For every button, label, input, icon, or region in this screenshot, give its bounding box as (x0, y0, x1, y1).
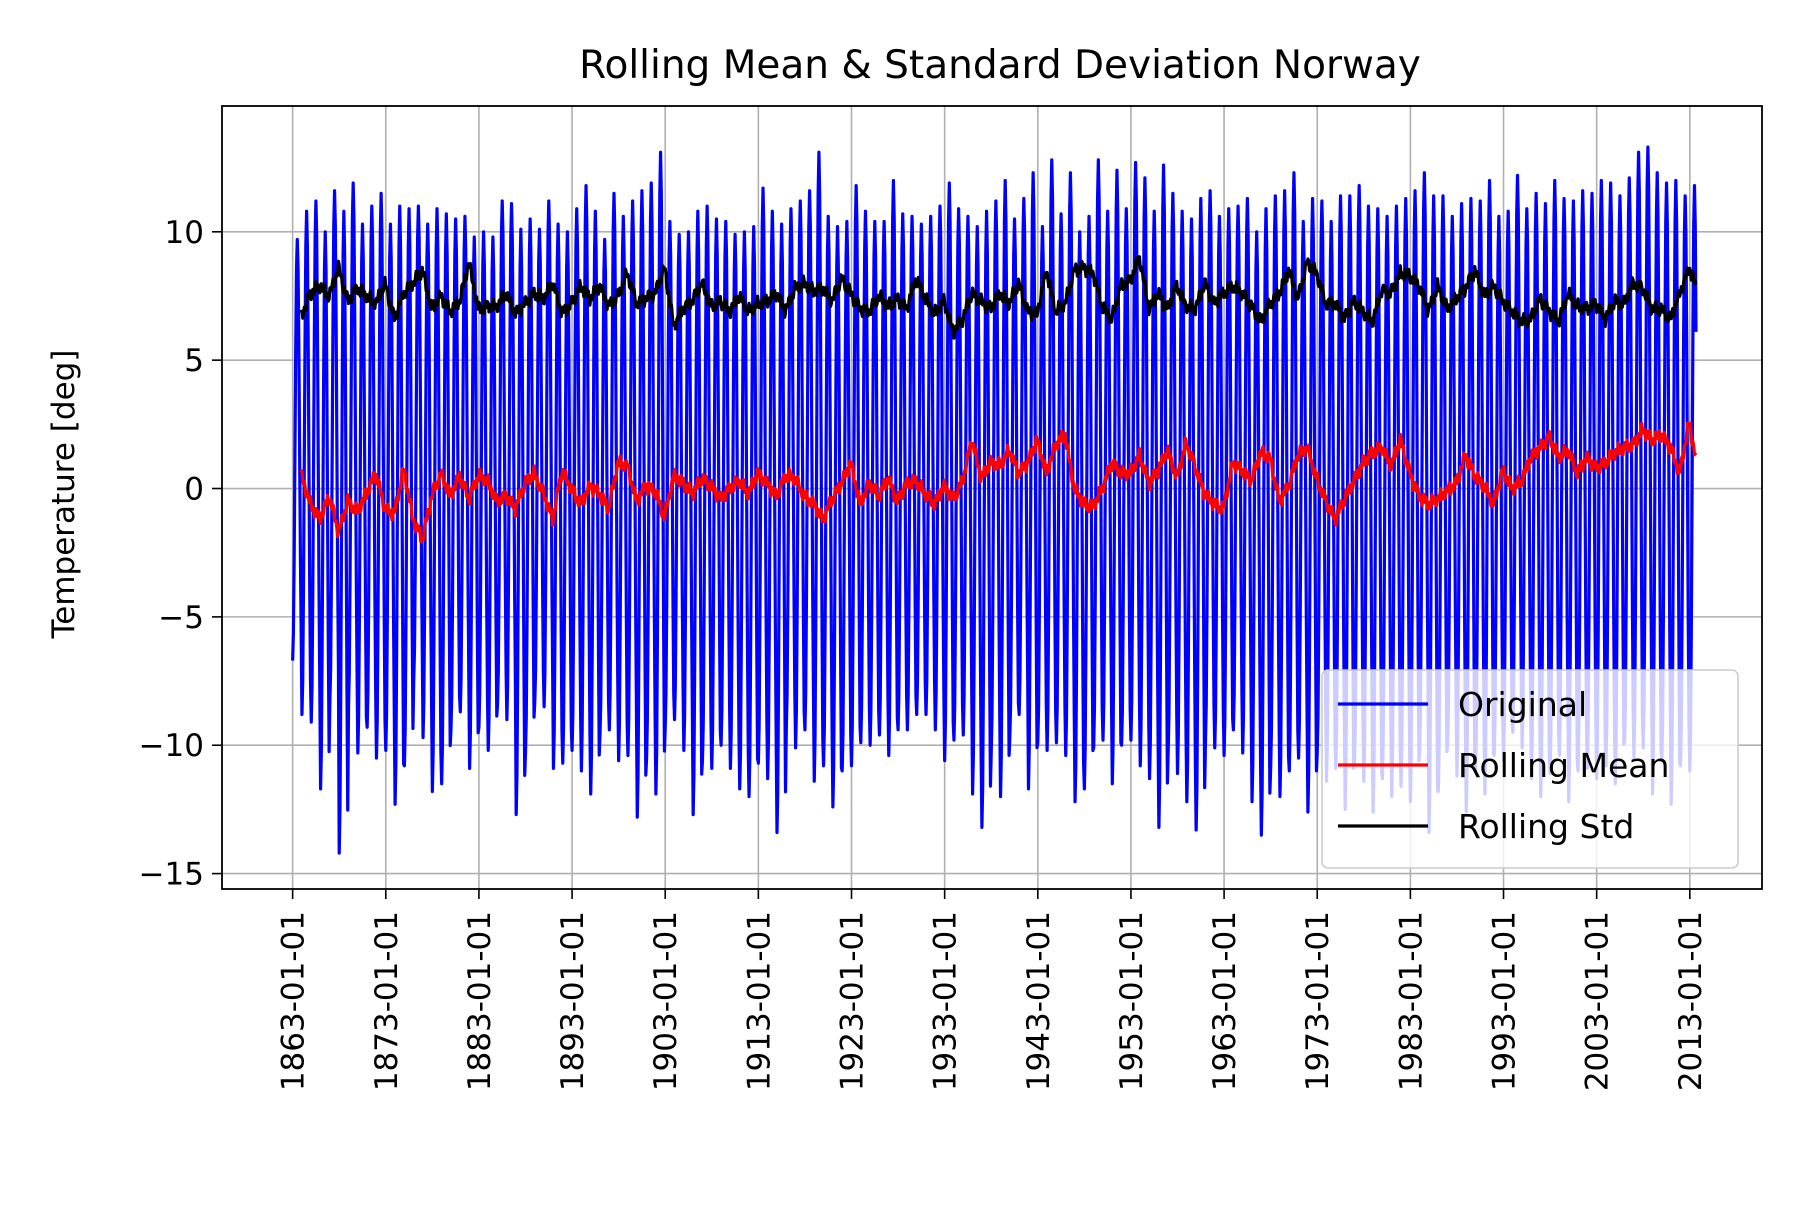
x-tick-label: 1913-01-01 (741, 911, 777, 1091)
x-tick-label: 2013-01-01 (1673, 911, 1709, 1091)
x-tick-label: 1893-01-01 (555, 911, 591, 1091)
legend-box (1321, 669, 1739, 869)
y-tick-label: 10 (165, 215, 204, 251)
x-tick-label: 2003-01-01 (1580, 911, 1616, 1091)
legend-label: Rolling Mean (1458, 746, 1669, 785)
x-tick-label: 1953-01-01 (1114, 911, 1150, 1091)
x-tick-label: 1933-01-01 (928, 911, 964, 1091)
x-tick-label: 1873-01-01 (369, 911, 405, 1091)
x-tick-label: 1993-01-01 (1487, 911, 1523, 1091)
chart-title: Rolling Mean & Standard Deviation Norway (579, 43, 1421, 88)
series-rolling-std-line (299, 255, 1698, 340)
legend-label: Rolling Std (1458, 807, 1634, 846)
x-tick-label: 1963-01-01 (1207, 911, 1243, 1091)
x-tick-label: 1983-01-01 (1393, 911, 1429, 1091)
plot-layer (291, 145, 1698, 855)
y-tick-label: 5 (184, 343, 204, 379)
legend-label: Original (1458, 685, 1587, 724)
y-tick-label: −5 (158, 600, 204, 636)
axes-layer: 1863-01-01 1873-01-01 1883-01-01 1893-01-01… (139, 105, 1763, 1091)
y-tick-label: −15 (139, 857, 204, 893)
legend: Original Rolling Mean Rolling Std (1321, 669, 1739, 869)
x-tick-label: 1973-01-01 (1300, 911, 1336, 1091)
x-tick-label: 1923-01-01 (835, 911, 871, 1091)
y-axis-label: Temperature [deg] (46, 350, 82, 640)
y-tick-label: −10 (139, 728, 204, 764)
plot-frame (221, 105, 1763, 890)
y-tick-label: 0 (184, 472, 204, 508)
series-rolling-mean-line (299, 421, 1698, 544)
x-tick-label: 1863-01-01 (276, 911, 312, 1091)
x-tick-label: 1883-01-01 (462, 911, 498, 1091)
x-tick-label: 1943-01-01 (1021, 911, 1057, 1091)
series-original-line (291, 145, 1698, 855)
x-tick-label: 1903-01-01 (648, 911, 684, 1091)
